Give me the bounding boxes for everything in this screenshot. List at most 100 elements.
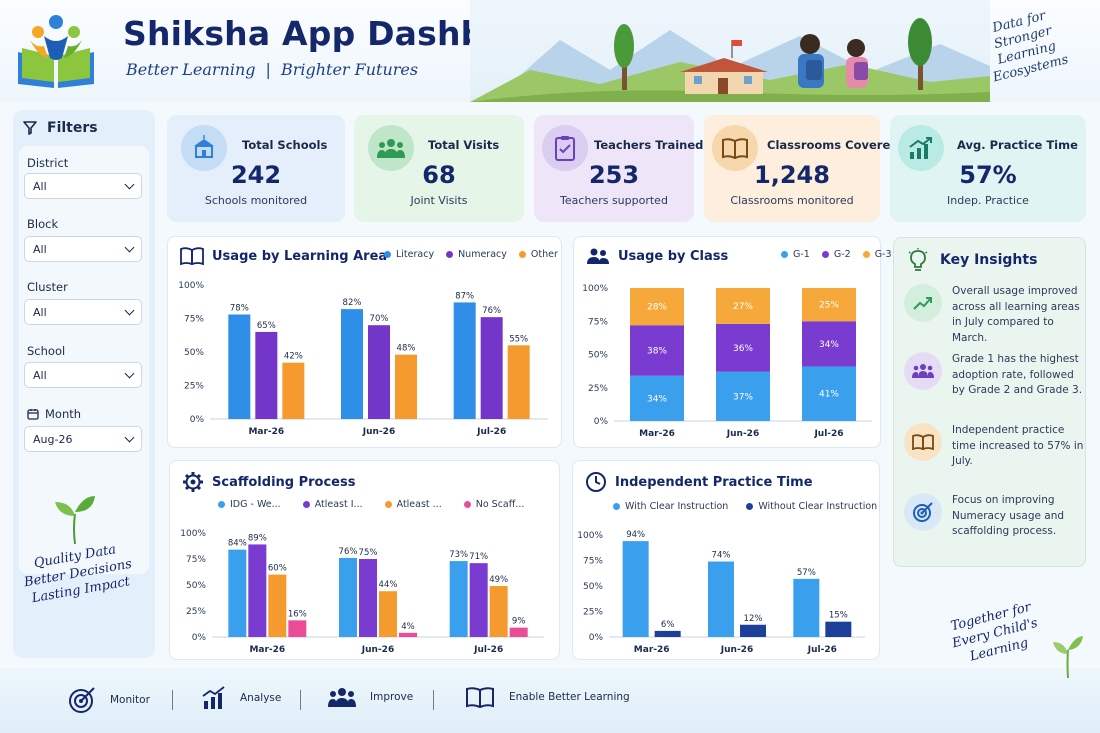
bar [793,578,820,637]
chevron-down-icon [124,432,135,442]
stat-title: Teachers Trained [594,138,704,152]
bar-segment [716,371,770,421]
stat-subtitle: Joint Visits [410,194,468,207]
header: Shiksha App Dashboard Better Learning | Br… [0,0,1100,102]
footer-label: Improve [370,691,414,703]
cluster-select[interactable]: All [24,299,142,325]
school-select[interactable]: All [24,362,142,388]
chart-legend: G-1 G-2 G-3 [781,249,892,260]
bar-value-label: 42% [284,352,303,362]
bar-value-label: 78% [230,303,249,313]
stat-value: 253 [588,161,640,189]
bar [825,621,852,637]
footer-item-improve[interactable]: Improve [328,686,413,708]
district-select[interactable]: All [24,173,142,199]
filters-title: Filters [47,120,98,136]
target-icon [904,493,942,531]
bar-value-label: 55% [509,334,528,344]
bar [708,561,734,637]
legend-dot [518,251,526,258]
stat-card-total-schools[interactable]: Total Schools 242 Schools monitored [167,115,345,222]
stat-card-avg-practice-time[interactable]: Avg. Practice Time 57% Indep. Practice [890,115,1086,222]
legend-dot [384,251,391,258]
school-value: All [33,368,47,382]
block-value: All [33,242,47,256]
legend-item: IDG - We... [218,499,281,510]
bar [654,630,681,637]
legend-dot [384,501,392,508]
month-label: Month [27,407,81,421]
month-select[interactable]: Aug-26 [24,426,142,452]
footer-divider [433,690,434,710]
footer-item-enable-better-learning[interactable]: Enable Better Learning [465,686,630,708]
people-icon [328,688,356,707]
bar-value-label: 76% [339,547,358,557]
bar [341,309,363,419]
y-tick-label: 75% [588,317,608,327]
scaffolding-process-panel: Scaffolding Process IDG - We... Atleast … [169,460,560,660]
legend-item: Numeracy [446,249,507,260]
x-tick-label: Jun-26 [361,645,394,655]
together-slogan: Together for Every Child's Learning [916,591,1074,677]
footer-label: Analyse [240,692,282,704]
y-tick-label: 100% [180,529,206,539]
legend-label: Literacy [396,249,435,260]
footer-item-monitor[interactable]: Monitor [68,686,150,714]
insight-item: Overall usage improved across all learni… [904,284,1084,346]
key-insights-title: Key Insights [940,252,1038,268]
bar-value-label: 4% [401,622,415,632]
footer-item-analyse[interactable]: Analyse [202,686,281,710]
calendar-icon [27,409,39,420]
filter-icon [23,121,37,135]
bar [268,574,287,637]
insight-item: Independent practice time increased to 5… [904,423,1084,470]
usage-learning-area-chart: 100% 75% 50% 25% 0% Mar-26 78% 65% 42% Jun-26 82% 7… [178,281,548,437]
legend-label: G-1 [793,249,810,260]
legend-dot [463,501,471,508]
stat-subtitle: Indep. Practice [947,194,1029,207]
x-tick-label: Mar-26 [249,645,285,655]
x-tick-label: Jun-26 [726,429,759,439]
block-select[interactable]: All [24,236,142,262]
stat-title: Avg. Practice Time [957,138,1078,152]
bar [509,627,528,637]
usage-by-class-chart: 100% 75% 50% 25% 0% Mar-26 34% 38% 28% Jun-26 37% 3… [582,284,872,439]
stat-subtitle: Classrooms monitored [730,194,854,207]
sprout-icon [1053,636,1083,678]
stat-card-classrooms-covered[interactable]: Classrooms Covered 1,248 Classrooms moni… [704,115,898,222]
y-tick-label: 25% [186,607,206,617]
y-tick-label: 100% [178,281,204,291]
book-icon [712,125,758,171]
bar-chart-icon [202,686,225,709]
tagline-left: Better Learning [126,60,256,79]
independent-practice-panel: Independent Practice Time With Clear Ins… [572,460,880,660]
legend-label: Atleast ... [396,499,442,510]
x-tick-label: Jul-26 [813,429,843,439]
stat-card-teachers-trained[interactable]: Teachers Trained 253 Teachers supported [534,115,703,222]
chevron-down-icon [124,242,135,252]
school-label: School [27,344,66,358]
stat-card-total-visits[interactable]: Total Visits 68 Joint Visits [354,115,524,222]
district-label: District [27,156,69,170]
bar-value-label: 82% [343,298,362,308]
bar-segment [716,288,770,324]
panel-title-text: Scaffolding Process [212,474,356,490]
filters-header: Filters [23,120,98,136]
bar-value-label: 16% [288,609,307,619]
bar-value-label: 48% [397,344,416,354]
bar [453,302,476,419]
legend-dot [218,501,225,508]
legend-dot [613,503,620,510]
y-tick-label: 50% [583,582,603,592]
insight-text: Grade 1 has the highest adoption rate, f… [952,353,1083,396]
legend-dot [862,251,870,258]
insight-text: Independent practice time increased to 5… [952,424,1084,467]
bar [740,624,766,637]
bar [480,317,503,419]
bar-value-label: 60% [268,564,287,574]
bar-value-label: 65% [257,321,276,331]
bar [368,325,390,419]
insight-item: Focus on improving Numeracy usage and sc… [904,493,1084,540]
target-icon [69,687,95,713]
key-insights-header: Key Insights [908,248,1037,272]
